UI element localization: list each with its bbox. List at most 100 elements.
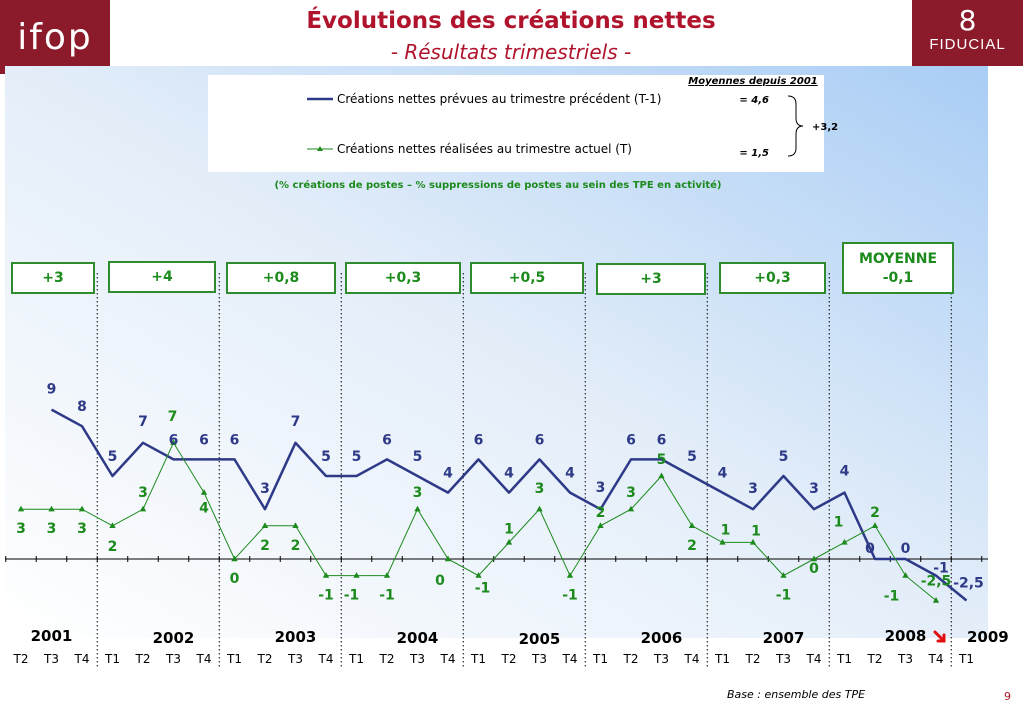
data-label-prevues: 6 (657, 432, 667, 448)
quarter-label: T4 (318, 652, 334, 666)
gap-box (596, 263, 706, 295)
quarter-label: T1 (226, 652, 242, 666)
quarter-label: T4 (74, 652, 90, 666)
ifop-logo: ifop (0, 0, 110, 74)
data-label-prevues: 4 (840, 464, 850, 480)
data-label-prevues: -1 (933, 561, 949, 577)
quarter-label: T2 (379, 652, 395, 666)
point-realisees (536, 505, 543, 512)
quarter-label: T2 (13, 652, 29, 666)
data-label-realisees: -1 (776, 588, 792, 604)
data-label-realisees: -2,5 (921, 574, 952, 590)
data-label-realisees: 5 (657, 452, 667, 468)
point-realisees (627, 505, 635, 512)
year-label: 2004 (397, 629, 439, 647)
data-label-realisees: 3 (626, 485, 636, 501)
point-realisees (353, 572, 360, 578)
data-label-prevues: 6 (474, 432, 484, 448)
data-label-realisees: -1 (318, 588, 334, 604)
data-label-prevues: 5 (779, 449, 789, 465)
gap-value: +4 (151, 269, 173, 285)
down-trend-arrow-icon (933, 630, 946, 643)
legend-marker-realisees (317, 146, 323, 151)
year-label: 2005 (519, 630, 561, 648)
data-label-prevues: 6 (169, 432, 179, 448)
data-label-prevues: 3 (748, 481, 758, 497)
quarter-label: T2 (257, 652, 273, 666)
data-label-realisees: -1 (884, 589, 900, 605)
chart-note: (% créations de postes – % suppressions … (274, 179, 721, 191)
point-realisees (597, 522, 604, 528)
point-realisees (719, 538, 726, 545)
data-label-realisees: -1 (475, 581, 491, 597)
point-realisees (810, 555, 818, 562)
point-realisees (109, 522, 116, 528)
data-label-realisees: 2 (687, 538, 697, 554)
data-label-prevues: 5 (687, 449, 697, 465)
quarter-label: T3 (165, 652, 181, 666)
quarter-label: T3 (531, 652, 547, 666)
quarter-label: T3 (775, 652, 791, 666)
gap-box (108, 261, 216, 293)
year-label: 2009 (967, 628, 1009, 646)
quarter-label: T3 (43, 652, 59, 666)
point-realisees (414, 505, 421, 512)
data-label-prevues: 3 (596, 480, 606, 496)
legend-label-realisees: Créations nettes réalisées au trimestre … (337, 142, 632, 156)
data-label-realisees: -1 (379, 588, 395, 604)
quarter-label: T2 (867, 652, 883, 666)
gap-box (226, 262, 336, 294)
point-realisees (658, 472, 665, 479)
data-label-realisees: 2 (260, 538, 270, 554)
point-realisees (170, 439, 177, 445)
year-label: 2006 (641, 629, 683, 647)
page-title: Évolutions des créations nettes (306, 8, 716, 34)
data-label-realisees: 1 (751, 523, 761, 539)
point-realisees (444, 555, 452, 562)
point-realisees (475, 572, 482, 578)
legend-label-prevues: Créations nettes prévues au trimestre pr… (337, 92, 662, 106)
year-label: 2003 (275, 628, 317, 646)
quarter-label: T2 (623, 652, 639, 666)
point-realisees (292, 522, 299, 528)
data-label-realisees: -1 (344, 588, 360, 604)
data-label-prevues: 5 (321, 449, 331, 465)
data-label-prevues: 4 (443, 466, 453, 482)
data-label-realisees: -1 (562, 588, 578, 604)
data-label-prevues: 0 (865, 541, 875, 557)
data-label-prevues: 5 (108, 449, 118, 465)
data-label-prevues: 7 (138, 414, 148, 430)
data-label-prevues: -2,5 (953, 576, 984, 592)
point-realisees (231, 555, 238, 562)
data-label-prevues: 3 (260, 481, 270, 497)
year-label: 2001 (31, 627, 73, 645)
quarter-label: T1 (348, 652, 364, 666)
quarter-label: T1 (836, 652, 852, 666)
data-label-realisees: 4 (199, 501, 209, 517)
gap-box (345, 262, 461, 294)
data-label-prevues: 6 (535, 432, 545, 448)
point-realisees (841, 538, 848, 545)
quarter-label: T3 (653, 652, 669, 666)
year-label: 2002 (153, 629, 195, 647)
point-realisees (383, 572, 391, 578)
data-label-realisees: 3 (47, 521, 57, 537)
quarter-label: T3 (897, 652, 913, 666)
quarter-label: T1 (104, 652, 120, 666)
page-subtitle: - Résultats trimestriels - (390, 40, 632, 64)
point-realisees (139, 505, 147, 512)
quarter-label: T2 (745, 652, 761, 666)
page-number: 9 (1004, 690, 1011, 703)
average-box (842, 242, 954, 294)
legend-avg-prevues: = 4,6 (739, 95, 769, 106)
data-label-prevues: 6 (230, 432, 240, 448)
data-label-prevues: 5 (413, 449, 423, 465)
quarter-label: T2 (135, 652, 151, 666)
data-label-prevues: 3 (809, 481, 819, 497)
quarter-label: T1 (470, 652, 486, 666)
legend-diff: +3,2 (812, 122, 838, 133)
data-label-realisees: 2 (291, 538, 301, 554)
legend-avg-realisees: = 1,5 (739, 148, 769, 159)
quarter-label: T1 (714, 652, 730, 666)
point-realisees (566, 572, 574, 578)
